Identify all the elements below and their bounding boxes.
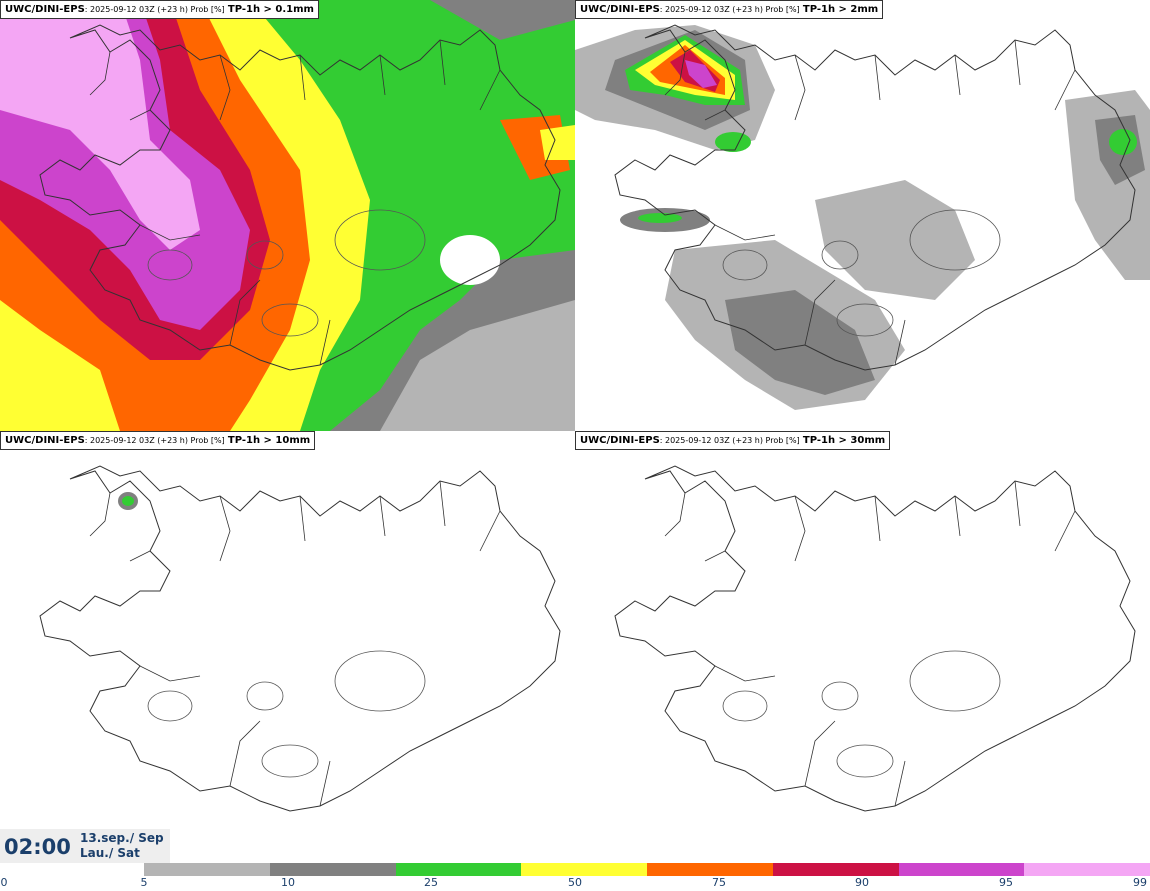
colorbar-tick: 25 <box>424 876 438 889</box>
colorbar-tick: 5 <box>140 876 148 889</box>
colorbar-segment <box>521 863 647 876</box>
colorbar-tick: 0 <box>0 876 8 889</box>
colorbar-tick: 10 <box>281 876 295 889</box>
colorbar-segment <box>395 863 522 876</box>
colorbar-tick: 50 <box>568 876 582 889</box>
map-panel-tp-2mm: UWC/DINI-EPS: 2025-09-12 03Z (+23 h) Pro… <box>575 0 1150 431</box>
colorbar-segment <box>144 863 270 876</box>
colorbar-tick: 90 <box>855 876 869 889</box>
precip-probability-map <box>0 0 575 431</box>
valid-weekday: Lau./ Sat <box>80 846 140 860</box>
probability-colorbar <box>144 863 1150 876</box>
panel-title: UWC/DINI-EPS: 2025-09-12 03Z (+23 h) Pro… <box>0 0 319 19</box>
colorbar-segment <box>269 863 396 876</box>
valid-date: 13.sep./ Sep <box>80 831 164 845</box>
panel-title: UWC/DINI-EPS: 2025-09-12 03Z (+23 h) Pro… <box>575 0 884 19</box>
map-panel-tp-0-1mm: UWC/DINI-EPS: 2025-09-12 03Z (+23 h) Pro… <box>0 0 575 431</box>
map-panel-tp-10mm: UWC/DINI-EPS: 2025-09-12 03Z (+23 h) Pro… <box>0 431 575 829</box>
colorbar-segment <box>898 863 1025 876</box>
panel-title: UWC/DINI-EPS: 2025-09-12 03Z (+23 h) Pro… <box>0 431 316 450</box>
colorbar-tick: 99 <box>1133 876 1147 889</box>
colorbar-tick: 95 <box>999 876 1013 889</box>
precip-probability-map <box>575 431 1150 829</box>
panel-title: UWC/DINI-EPS: 2025-09-12 03Z (+23 h) Pro… <box>575 431 891 450</box>
colorbar-tick: 75 <box>712 876 726 889</box>
colorbar-segment <box>772 863 899 876</box>
colorbar-segment <box>1024 863 1150 876</box>
colorbar-segment <box>647 863 773 876</box>
valid-time: 02:00 <box>4 835 71 859</box>
precip-probability-map <box>575 0 1150 431</box>
map-panel-tp-30mm: UWC/DINI-EPS: 2025-09-12 03Z (+23 h) Pro… <box>575 431 1150 829</box>
precip-probability-map <box>0 431 575 829</box>
valid-time-box: 02:00 13.sep./ Sep Lau./ Sat <box>0 829 170 863</box>
